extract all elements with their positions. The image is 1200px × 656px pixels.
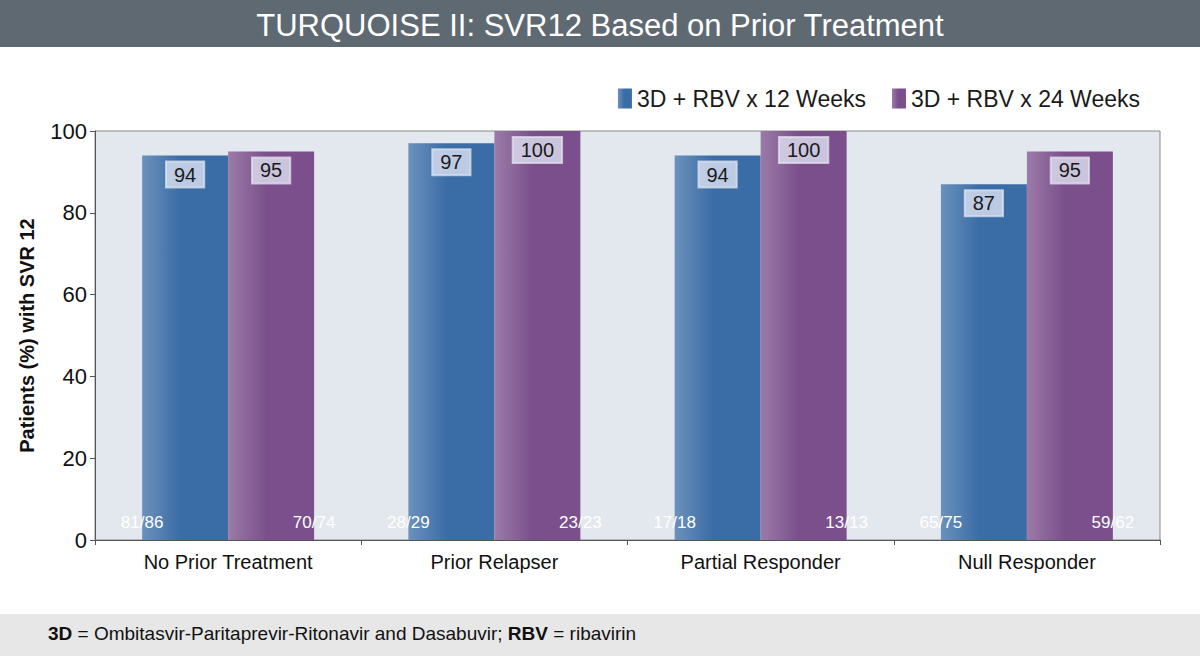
svg-text:3D + RBV x 24 Weeks: 3D + RBV x 24 Weeks bbox=[911, 86, 1140, 112]
svg-text:3D + RBV x 12 Weeks: 3D + RBV x 12 Weeks bbox=[637, 86, 866, 112]
svg-text:TURQUOISE II: SVR12 Based on P: TURQUOISE II: SVR12 Based on Prior Treat… bbox=[256, 8, 944, 43]
svg-text:Patients (%) with SVR 12: Patients (%) with SVR 12 bbox=[16, 218, 38, 453]
svg-text:= Ombitasvir-Paritaprevir-Rito: = Ombitasvir-Paritaprevir-Ritonavir and … bbox=[72, 623, 508, 644]
svg-text:81/86: 81/86 bbox=[121, 513, 164, 532]
svg-text:95: 95 bbox=[260, 159, 282, 181]
svg-text:20: 20 bbox=[63, 446, 87, 471]
svg-text:= ribavirin: = ribavirin bbox=[548, 623, 636, 644]
svg-text:65/75: 65/75 bbox=[920, 513, 963, 532]
svg-text:RBV: RBV bbox=[508, 623, 548, 644]
svg-text:40: 40 bbox=[63, 364, 87, 389]
svg-text:28/29: 28/29 bbox=[387, 513, 430, 532]
svg-text:23/23: 23/23 bbox=[559, 513, 602, 532]
svg-text:59/62: 59/62 bbox=[1092, 513, 1135, 532]
svg-text:Partial Responder: Partial Responder bbox=[681, 551, 841, 573]
svg-text:97: 97 bbox=[440, 151, 462, 173]
svg-text:87: 87 bbox=[973, 192, 995, 214]
svg-text:3D: 3D bbox=[48, 623, 72, 644]
svg-text:0: 0 bbox=[75, 528, 87, 553]
svg-text:No Prior Treatment: No Prior Treatment bbox=[144, 551, 313, 573]
svg-text:80: 80 bbox=[63, 200, 87, 225]
svg-text:100: 100 bbox=[787, 139, 820, 161]
svg-text:94: 94 bbox=[707, 164, 729, 186]
svg-text:13/13: 13/13 bbox=[825, 513, 868, 532]
svg-text:100: 100 bbox=[521, 139, 554, 161]
svg-text:Prior Relapser: Prior Relapser bbox=[430, 551, 558, 573]
svg-text:94: 94 bbox=[174, 164, 196, 186]
svg-text:100: 100 bbox=[50, 119, 87, 144]
svg-text:17/18: 17/18 bbox=[653, 513, 696, 532]
svg-text:Null Responder: Null Responder bbox=[958, 551, 1096, 573]
svg-text:60: 60 bbox=[63, 282, 87, 307]
svg-text:95: 95 bbox=[1059, 159, 1081, 181]
svg-text:70/74: 70/74 bbox=[293, 513, 336, 532]
